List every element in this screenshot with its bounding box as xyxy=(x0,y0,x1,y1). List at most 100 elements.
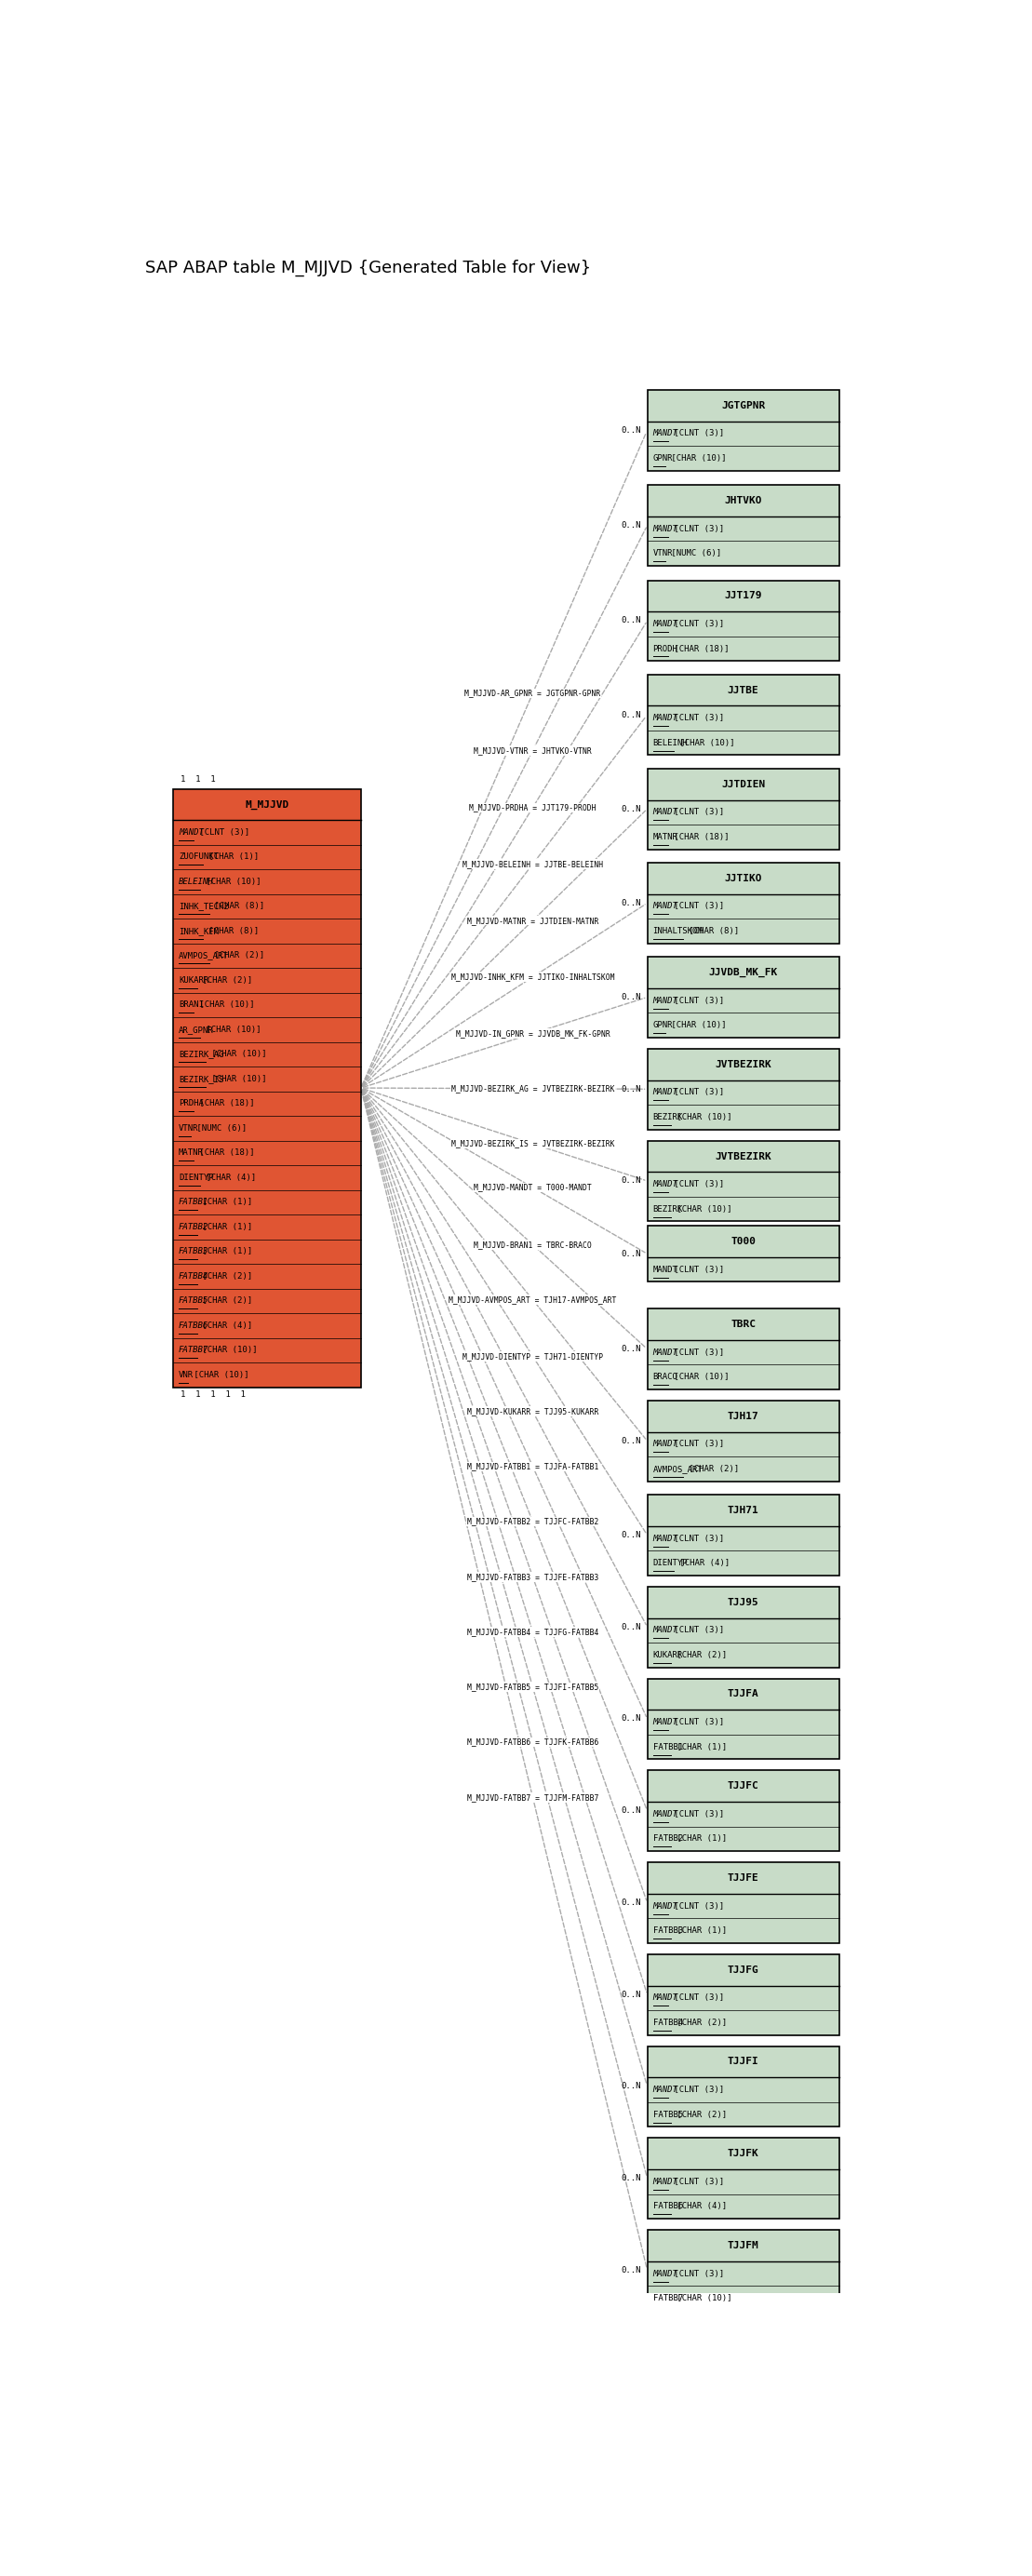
Text: [CHAR (2)]: [CHAR (2)] xyxy=(672,1651,727,1659)
Text: [CLNT (3)]: [CLNT (3)] xyxy=(669,1535,723,1543)
Text: 0..N: 0..N xyxy=(621,1345,641,1352)
Text: MANDT: MANDT xyxy=(653,526,678,533)
Text: 0..N: 0..N xyxy=(621,1084,641,1092)
Text: FATBB2: FATBB2 xyxy=(653,1834,683,1842)
Text: [CHAR (2)]: [CHAR (2)] xyxy=(197,976,253,984)
Text: [CHAR (10)]: [CHAR (10)] xyxy=(200,1025,261,1033)
Text: [CHAR (18)]: [CHAR (18)] xyxy=(669,832,729,842)
Text: [CHAR (18)]: [CHAR (18)] xyxy=(669,644,729,652)
Text: PRODH: PRODH xyxy=(653,644,678,652)
Text: [CHAR (1)]: [CHAR (1)] xyxy=(197,1198,253,1206)
Text: M_MJJVD-VTNR = JHTVKO-VTNR: M_MJJVD-VTNR = JHTVKO-VTNR xyxy=(474,747,591,755)
Text: [CLNT (3)]: [CLNT (3)] xyxy=(669,1265,723,1273)
Text: MATNR: MATNR xyxy=(179,1149,203,1157)
Text: 0..N: 0..N xyxy=(621,1899,641,1906)
Text: VNR: VNR xyxy=(179,1370,194,1378)
Text: MANDT: MANDT xyxy=(653,1535,678,1543)
Text: VTNR: VTNR xyxy=(179,1123,198,1133)
Text: 0..N: 0..N xyxy=(621,520,641,531)
Text: MANDT: MANDT xyxy=(653,1718,678,1726)
Text: TBRC: TBRC xyxy=(731,1319,755,1329)
Text: MANDT: MANDT xyxy=(653,1994,678,2002)
Bar xyxy=(647,1770,839,1852)
Text: MANDT: MANDT xyxy=(653,1440,678,1448)
Bar xyxy=(647,1494,839,1577)
Text: [CHAR (8)]: [CHAR (8)] xyxy=(209,902,265,909)
Text: [CHAR (4)]: [CHAR (4)] xyxy=(672,2202,727,2210)
Text: 0..N: 0..N xyxy=(621,2174,641,2182)
Text: TJJFG: TJJFG xyxy=(728,1965,759,1976)
Text: [CLNT (3)]: [CLNT (3)] xyxy=(669,1718,723,1726)
Text: FATBB6: FATBB6 xyxy=(653,2202,683,2210)
Text: [CHAR (1)]: [CHAR (1)] xyxy=(197,1224,253,1231)
Text: MANDT: MANDT xyxy=(653,1347,678,1358)
Bar xyxy=(647,956,839,1038)
Text: [CHAR (1)]: [CHAR (1)] xyxy=(203,853,259,860)
Bar xyxy=(647,484,839,567)
Text: MANDT: MANDT xyxy=(653,1087,678,1097)
Text: FATBB2: FATBB2 xyxy=(179,1224,208,1231)
Text: [NUMC (6)]: [NUMC (6)] xyxy=(192,1123,247,1133)
Text: JJT179: JJT179 xyxy=(724,592,762,600)
Text: FATBB7: FATBB7 xyxy=(179,1347,208,1355)
Text: [CLNT (3)]: [CLNT (3)] xyxy=(669,1901,723,1911)
Text: AVMPOS_ART: AVMPOS_ART xyxy=(653,1466,703,1473)
Text: FATBB1: FATBB1 xyxy=(179,1198,208,1206)
Text: GPNR: GPNR xyxy=(653,453,673,461)
Text: T000: T000 xyxy=(731,1236,755,1247)
Text: TJH17: TJH17 xyxy=(728,1412,759,1422)
Text: PRDHA: PRDHA xyxy=(179,1100,203,1108)
Text: 0..N: 0..N xyxy=(621,804,641,814)
Text: [CHAR (1)]: [CHAR (1)] xyxy=(672,1744,727,1752)
Text: [CHAR (2)]: [CHAR (2)] xyxy=(684,1466,739,1473)
Text: M_MJJVD-BELEINH = JJTBE-BELEINH: M_MJJVD-BELEINH = JJTBE-BELEINH xyxy=(462,860,603,868)
Text: 0..N: 0..N xyxy=(621,1991,641,1999)
Text: M_MJJVD-AVMPOS_ART = TJH17-AVMPOS_ART: M_MJJVD-AVMPOS_ART = TJH17-AVMPOS_ART xyxy=(449,1296,617,1303)
Text: JHTVKO: JHTVKO xyxy=(724,497,762,505)
Text: [CLNT (3)]: [CLNT (3)] xyxy=(669,1440,723,1448)
Text: M_MJJVD: M_MJJVD xyxy=(245,799,289,809)
Text: M_MJJVD-INHK_KFM = JJTIKO-INHALTSKOM: M_MJJVD-INHK_KFM = JJTIKO-INHALTSKOM xyxy=(451,974,614,981)
Text: [CLNT (3)]: [CLNT (3)] xyxy=(669,1994,723,2002)
Text: JJTIKO: JJTIKO xyxy=(724,873,762,884)
Text: [CHAR (18)]: [CHAR (18)] xyxy=(195,1149,255,1157)
Text: BRAN1: BRAN1 xyxy=(179,1002,203,1010)
Text: M_MJJVD-PRDHA = JJT179-PRODH: M_MJJVD-PRDHA = JJT179-PRODH xyxy=(470,804,596,811)
Text: INHK_KFM: INHK_KFM xyxy=(179,927,219,935)
Text: MANDT: MANDT xyxy=(653,621,678,629)
Text: [CHAR (8)]: [CHAR (8)] xyxy=(203,927,259,935)
Text: 0..N: 0..N xyxy=(621,2267,641,2275)
Text: M_MJJVD-IN_GPNR = JJVDB_MK_FK-GPNR: M_MJJVD-IN_GPNR = JJVDB_MK_FK-GPNR xyxy=(455,1030,610,1038)
Bar xyxy=(647,768,839,850)
Text: FATBB6: FATBB6 xyxy=(179,1321,208,1329)
Text: BEZIRK_AG: BEZIRK_AG xyxy=(179,1051,224,1059)
Text: MANDT: MANDT xyxy=(653,1180,678,1188)
Text: M_MJJVD-FATBB4 = TJJFG-FATBB4: M_MJJVD-FATBB4 = TJJFG-FATBB4 xyxy=(466,1628,599,1636)
Text: [NUMC (6)]: [NUMC (6)] xyxy=(666,549,720,556)
Text: M_MJJVD-BRAN1 = TBRC-BRACO: M_MJJVD-BRAN1 = TBRC-BRACO xyxy=(474,1242,591,1249)
Text: [CHAR (10)]: [CHAR (10)] xyxy=(666,1020,725,1030)
Bar xyxy=(647,2138,839,2218)
Bar xyxy=(647,1141,839,1221)
Text: [CLNT (3)]: [CLNT (3)] xyxy=(669,526,723,533)
Text: FATBB5: FATBB5 xyxy=(653,2110,683,2117)
Text: [CHAR (10)]: [CHAR (10)] xyxy=(672,1113,732,1121)
Text: TJH71: TJH71 xyxy=(728,1507,759,1515)
Text: INHK_TECH2: INHK_TECH2 xyxy=(179,902,229,909)
Text: [CLNT (3)]: [CLNT (3)] xyxy=(669,1625,723,1636)
Text: M_MJJVD-MANDT = T000-MANDT: M_MJJVD-MANDT = T000-MANDT xyxy=(474,1182,591,1193)
Text: [CHAR (10)]: [CHAR (10)] xyxy=(206,1051,266,1059)
Text: M_MJJVD-FATBB7 = TJJFM-FATBB7: M_MJJVD-FATBB7 = TJJFM-FATBB7 xyxy=(466,1793,599,1801)
Text: KUKARR: KUKARR xyxy=(653,1651,683,1659)
Text: M_MJJVD-BEZIRK_IS = JVTBEZIRK-BEZIRK: M_MJJVD-BEZIRK_IS = JVTBEZIRK-BEZIRK xyxy=(451,1139,614,1149)
Text: [CHAR (2)]: [CHAR (2)] xyxy=(672,2020,727,2027)
Text: TJJFM: TJJFM xyxy=(728,2241,759,2251)
Text: M_MJJVD-MATNR = JJTDIEN-MATNR: M_MJJVD-MATNR = JJTDIEN-MATNR xyxy=(466,917,599,925)
Text: GPNR: GPNR xyxy=(653,1020,673,1030)
Text: AR_GPNR: AR_GPNR xyxy=(179,1025,214,1033)
Text: [CLNT (3)]: [CLNT (3)] xyxy=(669,621,723,629)
Text: INHALTSKOM: INHALTSKOM xyxy=(653,927,703,935)
Text: [CLNT (3)]: [CLNT (3)] xyxy=(669,997,723,1005)
Text: [CLNT (3)]: [CLNT (3)] xyxy=(669,2087,723,2094)
Text: [CLNT (3)]: [CLNT (3)] xyxy=(669,1180,723,1188)
